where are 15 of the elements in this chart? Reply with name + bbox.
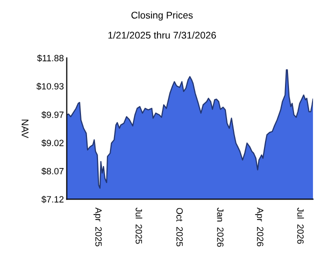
x-tick-label: Apr 2025 [94,208,102,246]
y-tick-label: $10.93 [36,82,64,90]
x-tick-label: Apr 2026 [255,208,264,246]
y-axis-title: NAV [22,120,28,138]
y-tick-label: $8.07 [41,168,64,175]
chart-subtitle: 1/21/2025 thru 7/31/2026 [108,32,216,39]
x-tick-label: Jul 2025 [136,208,142,244]
chart-title: Closing Prices [131,11,193,21]
y-tick-label: $7.12 [41,196,64,204]
y-tick-label: $11.88 [37,54,64,62]
x-tick-label: Jan 2026 [217,208,224,247]
y-tick-label: $9.02 [41,139,64,147]
x-tick-label: Oct 2025 [176,208,183,246]
y-tick-label: $9.97 [41,111,64,119]
x-tick-label: Jul 2026 [297,208,304,244]
